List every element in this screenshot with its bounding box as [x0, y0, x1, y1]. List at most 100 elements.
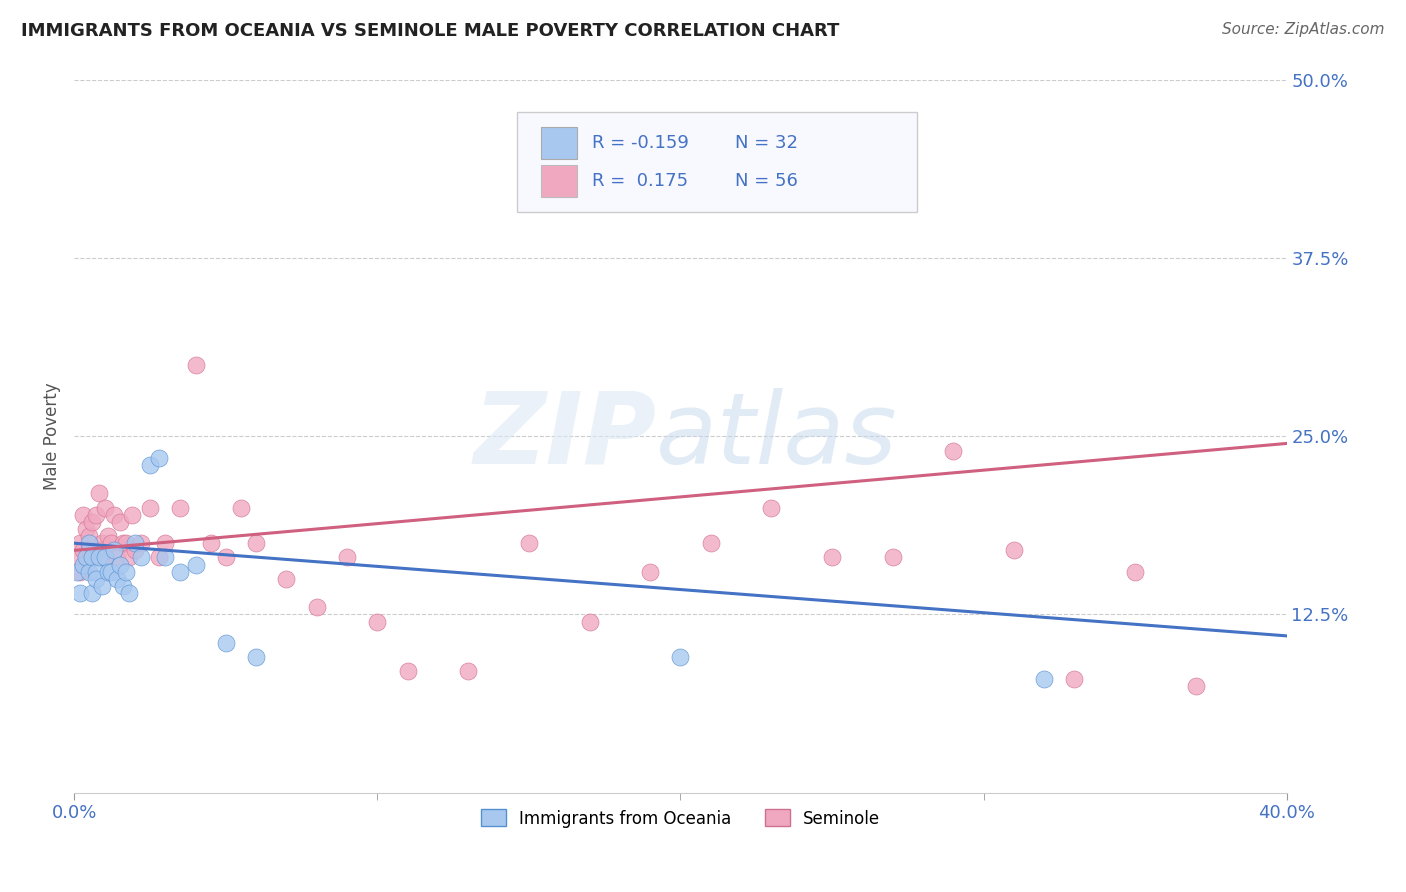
Point	[84, 543, 107, 558]
FancyBboxPatch shape	[541, 165, 578, 197]
Text: Source: ZipAtlas.com: Source: ZipAtlas.com	[1222, 22, 1385, 37]
Legend: Immigrants from Oceania, Seminole: Immigrants from Oceania, Seminole	[474, 803, 887, 834]
Point	[97, 529, 120, 543]
Text: N = 56: N = 56	[735, 172, 797, 190]
Point	[139, 500, 162, 515]
Point	[72, 558, 94, 572]
Point	[90, 536, 112, 550]
Point	[79, 536, 101, 550]
Point	[93, 550, 115, 565]
Point	[169, 565, 191, 579]
Point	[72, 508, 94, 522]
Text: R =  0.175: R = 0.175	[592, 172, 688, 190]
Point	[155, 550, 177, 565]
Point	[82, 515, 104, 529]
Point	[84, 508, 107, 522]
Point	[82, 586, 104, 600]
Point	[942, 443, 965, 458]
Point	[93, 500, 115, 515]
Point	[103, 543, 125, 558]
Point	[1033, 672, 1056, 686]
Point	[821, 550, 844, 565]
Point	[215, 636, 238, 650]
Point	[90, 579, 112, 593]
Point	[184, 358, 207, 372]
Point	[124, 543, 146, 558]
Point	[124, 536, 146, 550]
Point	[75, 522, 97, 536]
Point	[1063, 672, 1085, 686]
Point	[84, 572, 107, 586]
Point	[111, 536, 134, 550]
Text: ZIP: ZIP	[474, 388, 657, 485]
FancyBboxPatch shape	[541, 127, 578, 159]
Text: IMMIGRANTS FROM OCEANIA VS SEMINOLE MALE POVERTY CORRELATION CHART: IMMIGRANTS FROM OCEANIA VS SEMINOLE MALE…	[21, 22, 839, 40]
Y-axis label: Male Poverty: Male Poverty	[44, 383, 60, 490]
Point	[1184, 679, 1206, 693]
Point	[1123, 565, 1146, 579]
Point	[82, 550, 104, 565]
Point	[761, 500, 783, 515]
Point	[108, 515, 131, 529]
Point	[169, 500, 191, 515]
Point	[87, 486, 110, 500]
Point	[148, 450, 170, 465]
Point	[66, 565, 89, 579]
Point	[108, 558, 131, 572]
Point	[100, 536, 122, 550]
Point	[882, 550, 904, 565]
Point	[114, 565, 136, 579]
Point	[79, 543, 101, 558]
Text: R = -0.159: R = -0.159	[592, 134, 689, 152]
Point	[305, 600, 328, 615]
Point	[87, 550, 110, 565]
Point	[79, 565, 101, 579]
Point	[669, 650, 692, 665]
Point	[69, 536, 91, 550]
Point	[129, 550, 152, 565]
Point	[148, 550, 170, 565]
Point	[69, 565, 91, 579]
Point	[336, 550, 359, 565]
Point	[457, 665, 479, 679]
Point	[245, 536, 267, 550]
Point	[97, 565, 120, 579]
Point	[87, 543, 110, 558]
Point	[1002, 543, 1025, 558]
Point	[366, 615, 388, 629]
Point	[72, 543, 94, 558]
Point	[118, 586, 141, 600]
Point	[114, 536, 136, 550]
Point	[184, 558, 207, 572]
Point	[578, 615, 600, 629]
Point	[66, 550, 89, 565]
Point	[139, 458, 162, 472]
Point	[93, 550, 115, 565]
Point	[82, 550, 104, 565]
Point	[75, 558, 97, 572]
Point	[215, 550, 238, 565]
Point	[129, 536, 152, 550]
Point	[638, 565, 661, 579]
Point	[103, 508, 125, 522]
Point	[84, 565, 107, 579]
Point	[276, 572, 298, 586]
Point	[79, 529, 101, 543]
Point	[155, 536, 177, 550]
Point	[75, 550, 97, 565]
FancyBboxPatch shape	[517, 112, 917, 211]
Point	[105, 572, 128, 586]
Point	[396, 665, 419, 679]
Point	[517, 536, 540, 550]
Point	[700, 536, 723, 550]
Point	[118, 550, 141, 565]
Point	[121, 508, 143, 522]
Text: N = 32: N = 32	[735, 134, 799, 152]
Point	[245, 650, 267, 665]
Point	[100, 565, 122, 579]
Point	[69, 586, 91, 600]
Text: atlas: atlas	[657, 388, 898, 485]
Point	[229, 500, 252, 515]
Point	[105, 550, 128, 565]
Point	[200, 536, 222, 550]
